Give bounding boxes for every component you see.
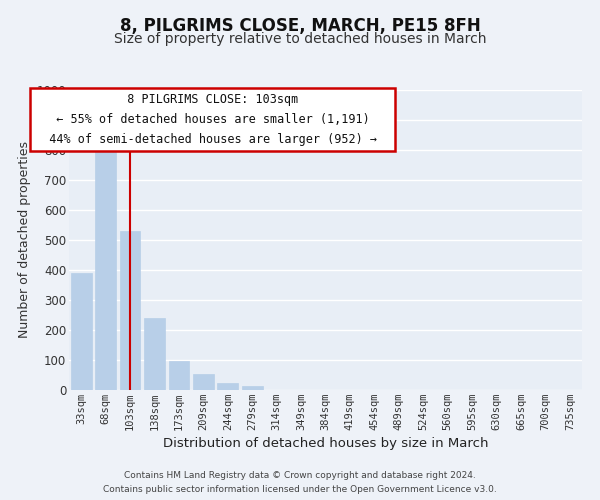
Y-axis label: Number of detached properties: Number of detached properties <box>18 142 31 338</box>
Bar <box>95 142 116 390</box>
Bar <box>169 361 190 390</box>
Text: Contains public sector information licensed under the Open Government Licence v3: Contains public sector information licen… <box>103 484 497 494</box>
Bar <box>144 318 165 390</box>
Bar <box>71 273 92 390</box>
Bar <box>193 374 214 390</box>
Bar <box>217 384 238 390</box>
X-axis label: Distribution of detached houses by size in March: Distribution of detached houses by size … <box>163 437 488 450</box>
Bar <box>242 386 263 390</box>
Text: Size of property relative to detached houses in March: Size of property relative to detached ho… <box>114 32 486 46</box>
Text: 8, PILGRIMS CLOSE, MARCH, PE15 8FH: 8, PILGRIMS CLOSE, MARCH, PE15 8FH <box>119 18 481 36</box>
Text: Contains HM Land Registry data © Crown copyright and database right 2024.: Contains HM Land Registry data © Crown c… <box>124 472 476 480</box>
Bar <box>119 231 140 390</box>
Text: 8 PILGRIMS CLOSE: 103sqm  
  ← 55% of detached houses are smaller (1,191)  
  44: 8 PILGRIMS CLOSE: 103sqm ← 55% of detach… <box>35 93 391 146</box>
